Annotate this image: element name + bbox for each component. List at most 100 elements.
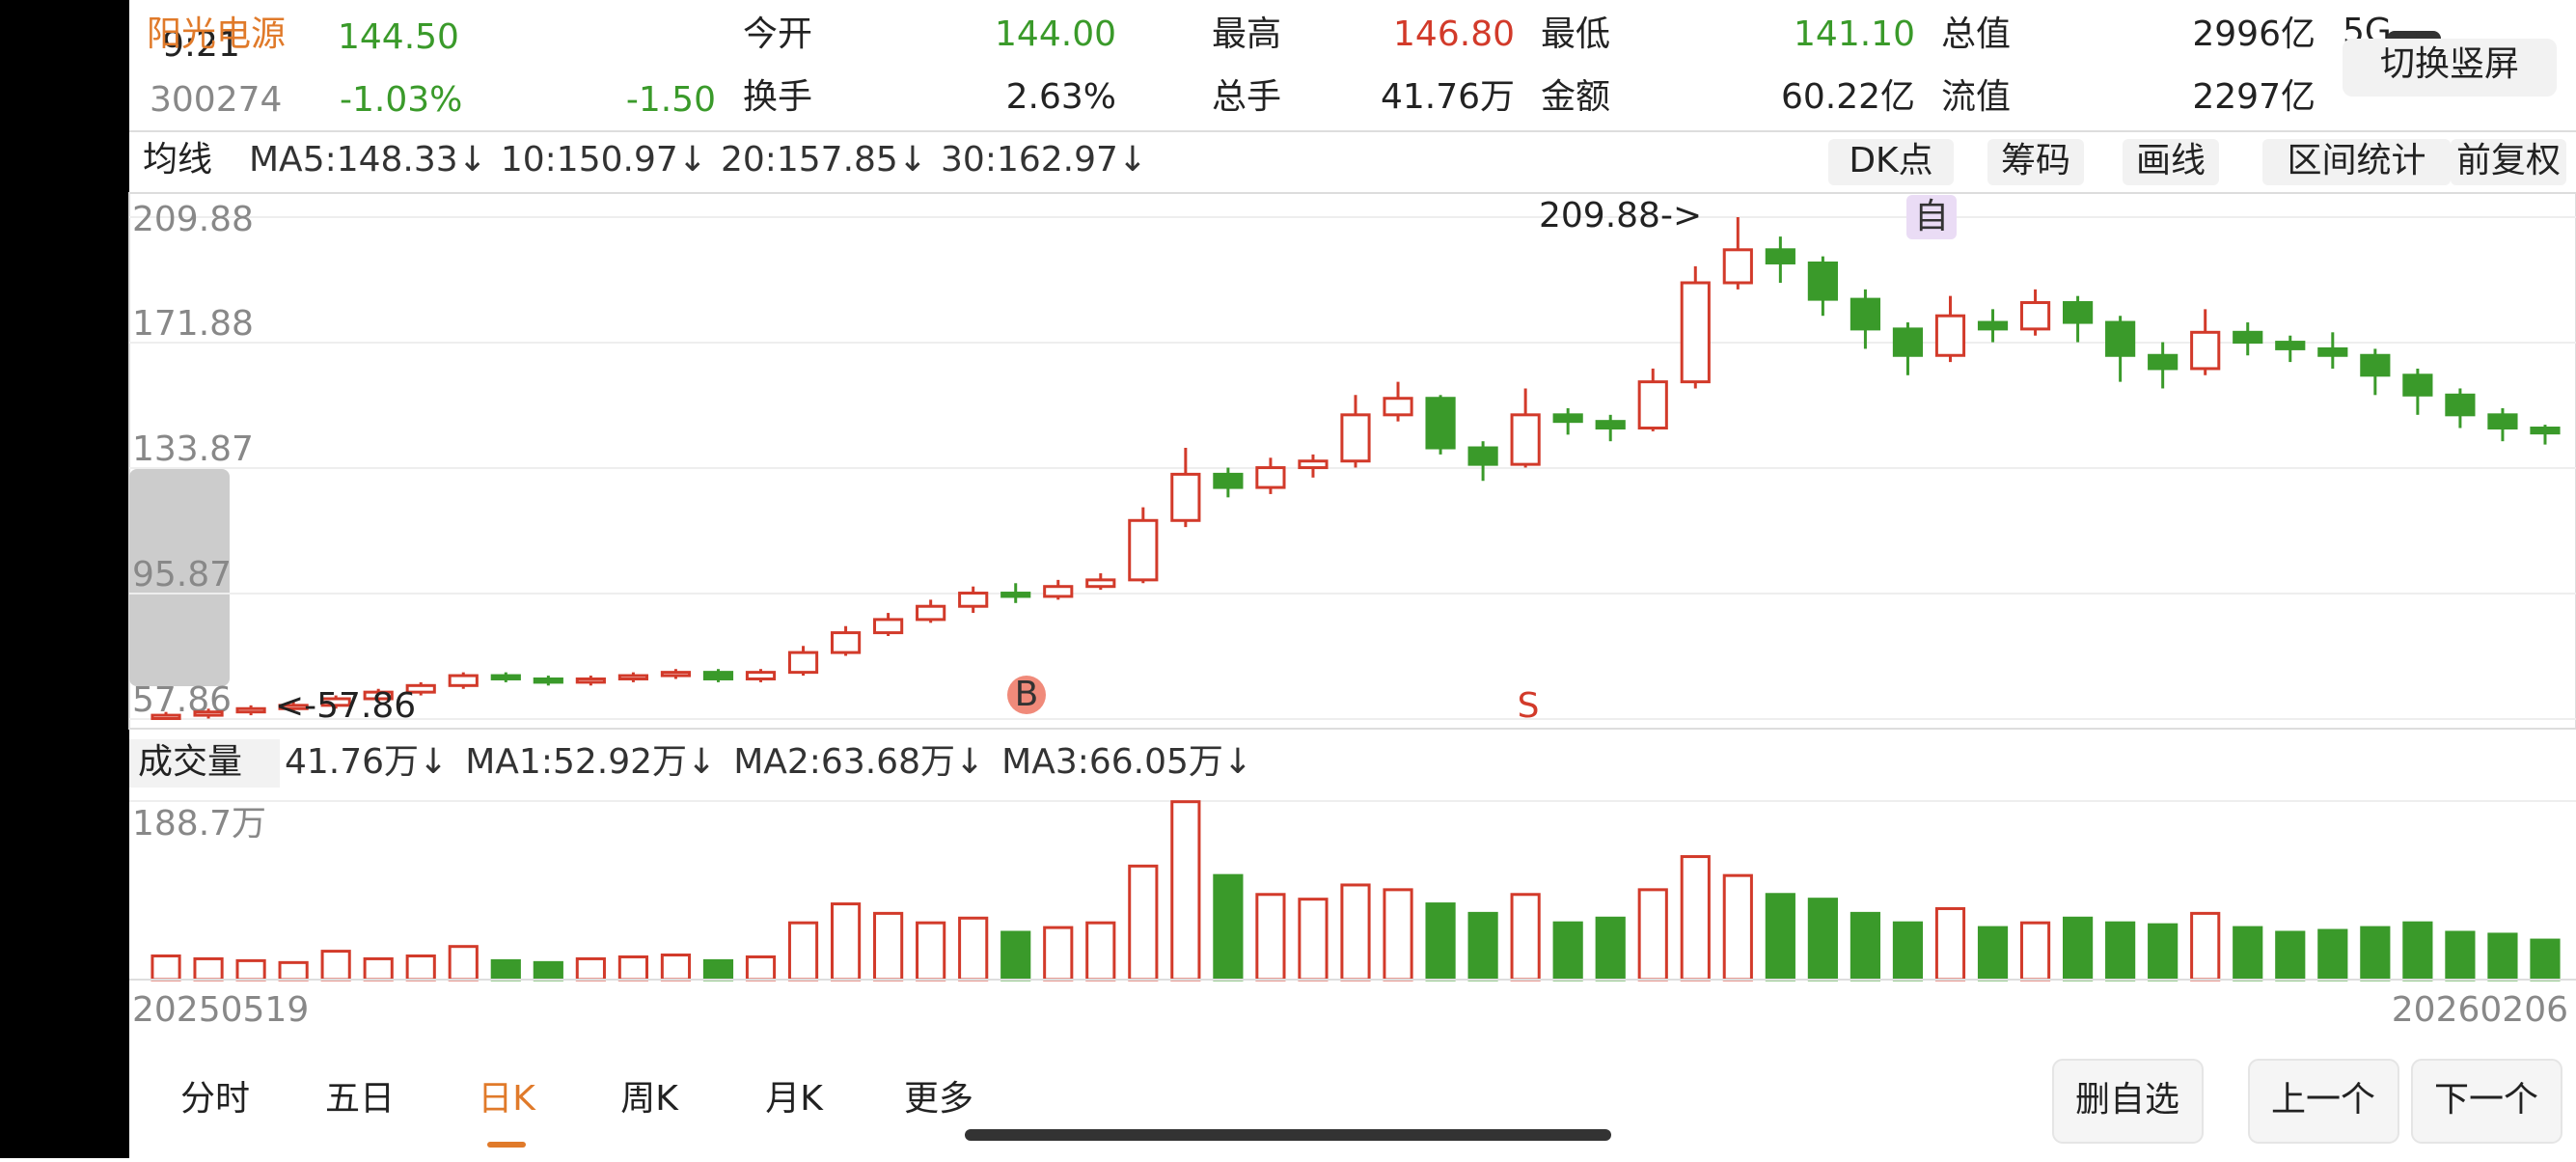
candle-body [2233,330,2263,345]
volume-bar [1510,893,1541,982]
candle-body [702,671,734,680]
candle-body [745,671,777,680]
action-label[interactable]: 下一个 [2434,1080,2538,1120]
tool-label[interactable]: 筹码 [2001,141,2070,180]
start-date: 20250519 [132,990,309,1030]
status-time: 9:21 [162,25,240,65]
vol-ma-label: MA3:66.05万↓ [1001,742,1252,782]
volume-bar [2402,921,2433,982]
switch-button[interactable] [2343,39,2557,97]
tool-label[interactable]: 区间统计 [2287,141,2425,180]
candle-body [575,677,606,684]
tool-label[interactable]: DK点 [1849,141,1932,180]
candle-body [2105,320,2136,357]
volume-bar [702,958,734,982]
tool-label[interactable]: 前复权 [2456,141,2561,180]
volume-bar [2317,928,2348,982]
candle-body [1892,327,1924,357]
volume-bar [151,954,181,982]
tab[interactable]: 五日 [325,1079,395,1119]
tab[interactable]: 分时 [180,1079,250,1119]
stat-value: 2996亿 [2192,14,2316,54]
ma-label: 20:157.85↓ [721,140,927,180]
volume-bar [1637,888,1668,982]
volume-bar [2275,930,2306,982]
candle-body [1383,397,1413,417]
stat-label: 今开 [743,14,812,54]
tool-button[interactable] [2123,139,2219,185]
volume-bar [2445,930,2476,982]
vol-dropdown-bg[interactable] [129,739,280,788]
volume-bar [787,921,819,982]
volume-bar [533,960,563,982]
tool-button[interactable] [1987,139,2084,185]
candle-body [2360,353,2391,377]
candle-body [830,631,862,654]
change-pct: -1.03% [340,80,462,120]
action-button[interactable] [2411,1059,2562,1144]
tool-label[interactable]: 画线 [2136,141,2206,180]
stat-value: 141.10 [1794,14,1915,54]
home-bar [965,1129,1611,1141]
candle-body [1425,397,1456,450]
tab[interactable]: 周K [620,1079,679,1119]
candle-body [448,674,479,687]
volume-bar [405,954,436,982]
volume-bar [235,958,266,982]
action-button[interactable] [2248,1059,2399,1144]
tab[interactable]: 月K [765,1079,824,1119]
stat-value: 41.76万 [1381,77,1515,117]
candle-body [151,713,181,721]
action-button[interactable] [2052,1059,2204,1144]
volume-bar [1043,926,1074,982]
tab[interactable]: 日K [478,1079,536,1119]
volume-bar [278,960,309,982]
volume-bar [1722,873,1753,982]
ma-dropdown[interactable]: 均线 [143,140,212,180]
volume-bar [617,954,648,982]
candle-body [1085,578,1116,589]
candle-body [1340,413,1371,463]
volume-bar [660,954,692,982]
self-marker-bg [1906,195,1957,239]
action-label[interactable]: 上一个 [2271,1080,2375,1120]
volume-bar [1765,893,1795,982]
volume-bar [1000,930,1031,982]
vol-ma-label: MA1:52.92万↓ [465,742,716,782]
tool-button[interactable] [2262,139,2451,185]
switch-label[interactable]: 切换竖屏 [2380,44,2519,84]
volume-bar [1934,906,1966,982]
stat-value: 144.00 [995,14,1116,54]
volume-bar [363,956,394,982]
side-handle [129,469,230,686]
stat-value: 2.63% [1006,77,1116,117]
stat-value: 146.80 [1393,14,1515,54]
candle-body [2402,374,2433,397]
action-label[interactable]: 删自选 [2075,1080,2179,1120]
volume-bar [1213,873,1244,982]
candle-body [1765,248,1795,264]
stat-value: 60.22亿 [1781,77,1915,117]
candle-body [1213,472,1244,489]
volume-bar [1892,921,1924,982]
tab[interactable]: 更多 [904,1079,973,1119]
candle-body [1000,592,1031,598]
candle-body [1637,380,1668,430]
stat-label: 最低 [1541,14,1610,54]
vol-dropdown[interactable]: 成交量 [138,742,242,782]
volume-bar [1255,893,1286,982]
volume-bar [2190,911,2221,982]
candle-body [2530,427,2561,435]
volume-bar [873,911,904,982]
volume-bar [1085,921,1116,982]
volume-bar [1340,883,1371,982]
volume-bar [958,916,989,982]
ma-label: 30:162.97↓ [941,140,1147,180]
ma-label: 10:150.97↓ [501,140,707,180]
kline-frame [128,192,2576,730]
y-tick-label: 209.88 [132,200,254,239]
tool-button[interactable] [2451,139,2566,185]
candle-body [2317,346,2348,357]
candle-body [2190,330,2221,371]
tool-button[interactable] [1828,139,1954,185]
